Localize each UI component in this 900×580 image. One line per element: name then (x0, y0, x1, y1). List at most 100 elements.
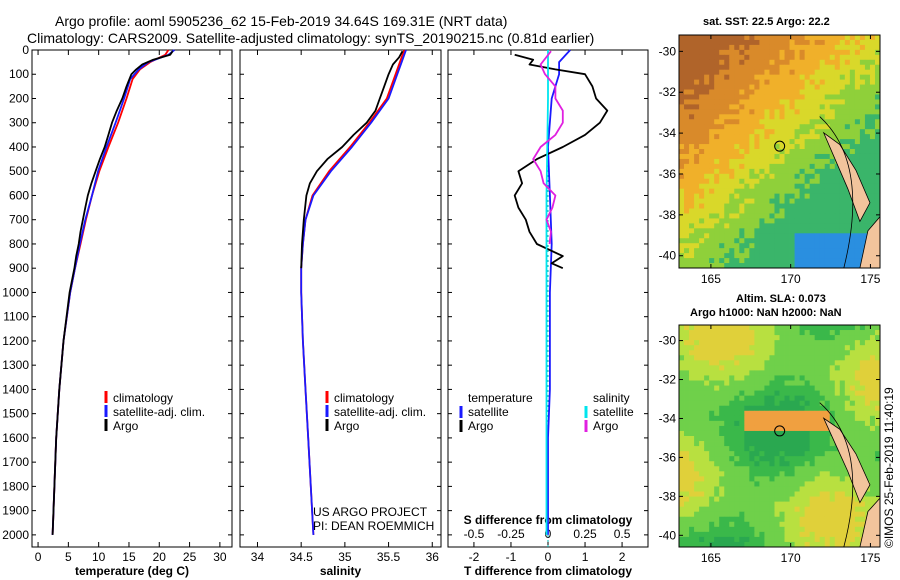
sla-map-cell (714, 486, 720, 492)
sla-map-cell (824, 355, 831, 361)
sst-map-lat-label: -34 (659, 126, 677, 140)
sst-map-cell (849, 39, 856, 46)
sst-map-cell (854, 129, 861, 135)
sla-map-cell (719, 325, 725, 331)
sst-map-cell (809, 79, 816, 85)
sla-map-cell (689, 441, 695, 447)
sla-map-cell (744, 441, 750, 447)
sla-map-cell (849, 355, 856, 361)
sst-map-cell (714, 79, 720, 85)
sla-map-cell (754, 325, 760, 331)
sla-map-cell (809, 446, 816, 452)
sst-map-cell (774, 124, 780, 130)
sla-map-cell (864, 400, 871, 407)
sla-map-cell (734, 360, 740, 366)
sla-map-cell (699, 456, 705, 462)
sst-map-cell (854, 238, 861, 244)
sst-map-cell (829, 64, 836, 71)
sst-map-cell (719, 74, 725, 81)
sst-map-cell (864, 163, 871, 170)
sla-map-cell (769, 536, 775, 543)
sst-map-cell (809, 74, 816, 81)
sla-map-cell (719, 380, 725, 386)
sla-map-cell (809, 410, 816, 417)
sla-map-cell (864, 355, 871, 361)
sla-map-cell (724, 531, 730, 538)
sst-map-cell (679, 263, 685, 269)
sla-map-cell (834, 496, 841, 502)
sst-map-cell (749, 233, 755, 239)
sst-map-cell (794, 208, 801, 214)
sst-map-cell (864, 129, 871, 135)
sla-map-cell (844, 430, 851, 437)
sla-map-cell (754, 415, 760, 422)
sst-map-cell (799, 153, 806, 160)
sst-map-cell (734, 263, 740, 269)
sla-map-cell (744, 370, 750, 376)
sst-map-cell (809, 253, 816, 259)
sla-map-cell (724, 350, 730, 356)
sst-map-cell (819, 248, 826, 254)
sla-map-cell (739, 385, 745, 391)
sst-map-cell (759, 193, 765, 199)
sst-map-cell (849, 84, 856, 90)
sst-map-cell (739, 104, 745, 110)
sla-map-cell (709, 441, 715, 447)
sst-map-cell (714, 64, 720, 71)
sla-map-cell (684, 360, 690, 366)
sst-map-cell (834, 124, 841, 130)
sla-map-cell (854, 541, 861, 548)
sst-map-cell (774, 134, 780, 140)
sst-map-cell (704, 144, 710, 150)
sst-map-cell (779, 248, 785, 254)
sla-map-cell (859, 526, 866, 533)
sst-map-cell (829, 54, 836, 61)
sla-map-cell (849, 405, 856, 412)
sst-map-cell (804, 144, 811, 150)
sst-map-cell (804, 218, 811, 224)
sla-map-cell (759, 335, 765, 341)
sst-map-cell (764, 223, 770, 229)
sla-map-cell (774, 541, 780, 548)
sst-map-cell (789, 134, 795, 140)
sst-map-cell (874, 44, 881, 51)
sla-map-cell (719, 430, 725, 437)
sla-map-cell (704, 425, 710, 432)
sla-map-cell (809, 395, 816, 402)
sla-map-cell (774, 471, 780, 477)
sla-map-cell (789, 325, 795, 331)
sla-map-cell (824, 531, 831, 538)
sla-map-cell (834, 395, 841, 402)
sst-map-cell (694, 89, 700, 95)
sla-map-cell (739, 400, 745, 407)
sla-map-cell (794, 370, 801, 376)
sst-map-cell (834, 203, 841, 209)
sst-map-cell (794, 139, 801, 145)
sla-map-cell (804, 340, 811, 346)
sst-map-cell (839, 258, 846, 264)
sla-map-cell (849, 531, 856, 538)
sla-map-cell (799, 405, 806, 412)
sla-map-cell (754, 506, 760, 513)
sla-map-cell (804, 325, 811, 331)
sst-map-cell (694, 134, 700, 140)
sst-map-cell (819, 59, 826, 66)
sst-map-cell (744, 79, 750, 85)
sla-map-cell (839, 330, 846, 336)
sla-map-cell (679, 471, 685, 477)
sla-map-cell (774, 466, 780, 472)
sst-map-cell (774, 44, 780, 51)
sst-map-cell (694, 144, 700, 150)
sst-map-cell (859, 109, 866, 115)
sst-map-cell (724, 168, 730, 175)
sla-map-cell (809, 415, 816, 422)
sst-map-cell (754, 168, 760, 175)
sst-map-cell (784, 89, 790, 95)
sst-map-cell (819, 119, 826, 125)
sla-map-cell (809, 531, 816, 538)
sla-map-contour (819, 402, 854, 548)
sla-map-cell (679, 501, 685, 508)
sla-map-cell (704, 461, 710, 467)
sst-map-cell (749, 178, 755, 185)
sla-map-cell (734, 506, 740, 513)
